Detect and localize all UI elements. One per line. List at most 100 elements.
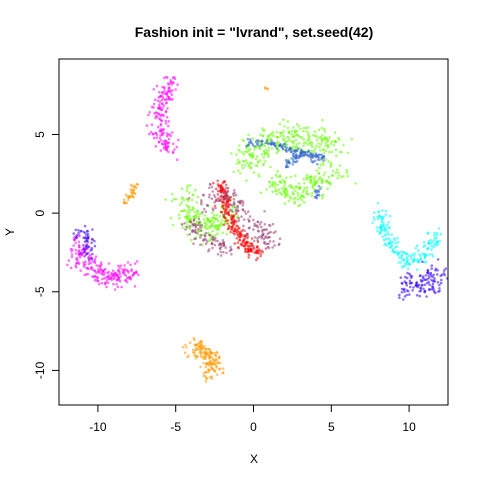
data-point <box>405 257 409 261</box>
data-point <box>301 190 305 194</box>
data-point <box>278 131 282 135</box>
data-point <box>117 264 120 268</box>
data-point <box>292 157 295 161</box>
data-point <box>266 87 270 91</box>
data-point <box>134 192 137 196</box>
data-point <box>236 204 239 208</box>
data-point <box>157 112 160 115</box>
data-point <box>418 274 422 278</box>
data-point <box>236 200 240 204</box>
data-point <box>235 153 238 156</box>
data-point <box>194 230 197 234</box>
data-point <box>305 178 309 181</box>
data-point <box>256 256 259 260</box>
data-point <box>385 229 388 232</box>
data-point <box>185 210 189 213</box>
data-point <box>247 164 251 168</box>
data-point <box>183 215 187 219</box>
data-point <box>405 284 409 287</box>
data-point <box>326 144 330 147</box>
data-point <box>389 243 393 246</box>
data-point <box>271 190 274 193</box>
data-point <box>208 234 212 237</box>
data-point <box>112 282 115 286</box>
data-point <box>308 175 312 179</box>
data-point <box>329 142 333 146</box>
data-point <box>158 90 161 94</box>
data-point <box>306 143 310 146</box>
data-point <box>261 233 265 237</box>
data-point <box>252 246 255 249</box>
data-point <box>262 143 265 146</box>
data-point <box>250 161 253 165</box>
data-point <box>208 182 212 186</box>
data-point <box>166 94 169 98</box>
data-point <box>102 273 105 277</box>
data-point <box>253 224 256 228</box>
data-point <box>77 229 80 232</box>
data-point <box>148 111 151 114</box>
data-point <box>323 130 327 133</box>
data-point <box>254 157 258 161</box>
data-point <box>302 144 305 147</box>
data-point <box>242 224 245 228</box>
data-point <box>317 153 321 156</box>
data-point <box>411 253 414 256</box>
data-point <box>252 239 256 243</box>
data-point <box>151 132 155 136</box>
data-point <box>202 194 206 197</box>
data-point <box>431 282 435 286</box>
data-point <box>158 136 162 140</box>
data-point <box>167 86 171 89</box>
data-point <box>210 216 214 220</box>
data-point <box>158 100 162 104</box>
data-point <box>210 222 214 225</box>
data-point <box>177 138 180 142</box>
data-point <box>105 285 108 289</box>
data-point <box>201 210 204 214</box>
data-point <box>271 184 275 188</box>
data-point <box>375 226 379 229</box>
data-point <box>220 191 223 194</box>
data-point <box>237 216 240 220</box>
data-point <box>412 254 416 257</box>
data-point <box>197 227 200 231</box>
data-point <box>442 269 446 272</box>
data-point <box>86 267 89 270</box>
data-point <box>306 134 310 137</box>
data-point <box>389 245 392 249</box>
data-point <box>229 230 232 234</box>
data-point <box>110 272 113 275</box>
data-point <box>421 260 424 264</box>
data-point <box>439 232 443 236</box>
data-point <box>321 133 324 137</box>
data-point <box>346 174 350 178</box>
data-point <box>217 219 220 223</box>
data-point <box>400 266 404 269</box>
data-point <box>152 88 156 91</box>
data-point <box>106 271 109 275</box>
data-point <box>285 176 288 179</box>
data-point <box>413 252 417 255</box>
data-point <box>307 131 310 135</box>
data-point <box>371 221 374 224</box>
data-point <box>436 243 440 246</box>
x-tick-label: -10 <box>89 420 107 434</box>
data-point <box>135 271 138 274</box>
data-point <box>100 263 103 266</box>
data-point <box>180 209 184 213</box>
data-point <box>211 209 215 212</box>
data-point <box>163 98 167 101</box>
data-point <box>263 86 267 90</box>
data-point <box>286 120 290 123</box>
data-point <box>111 269 115 273</box>
data-point <box>267 135 271 138</box>
data-point <box>372 211 376 214</box>
data-point <box>255 224 258 228</box>
data-point <box>295 185 299 189</box>
data-point <box>331 169 335 173</box>
data-point <box>373 218 376 221</box>
data-point <box>270 147 274 150</box>
data-point <box>130 268 133 271</box>
data-point <box>399 256 403 260</box>
